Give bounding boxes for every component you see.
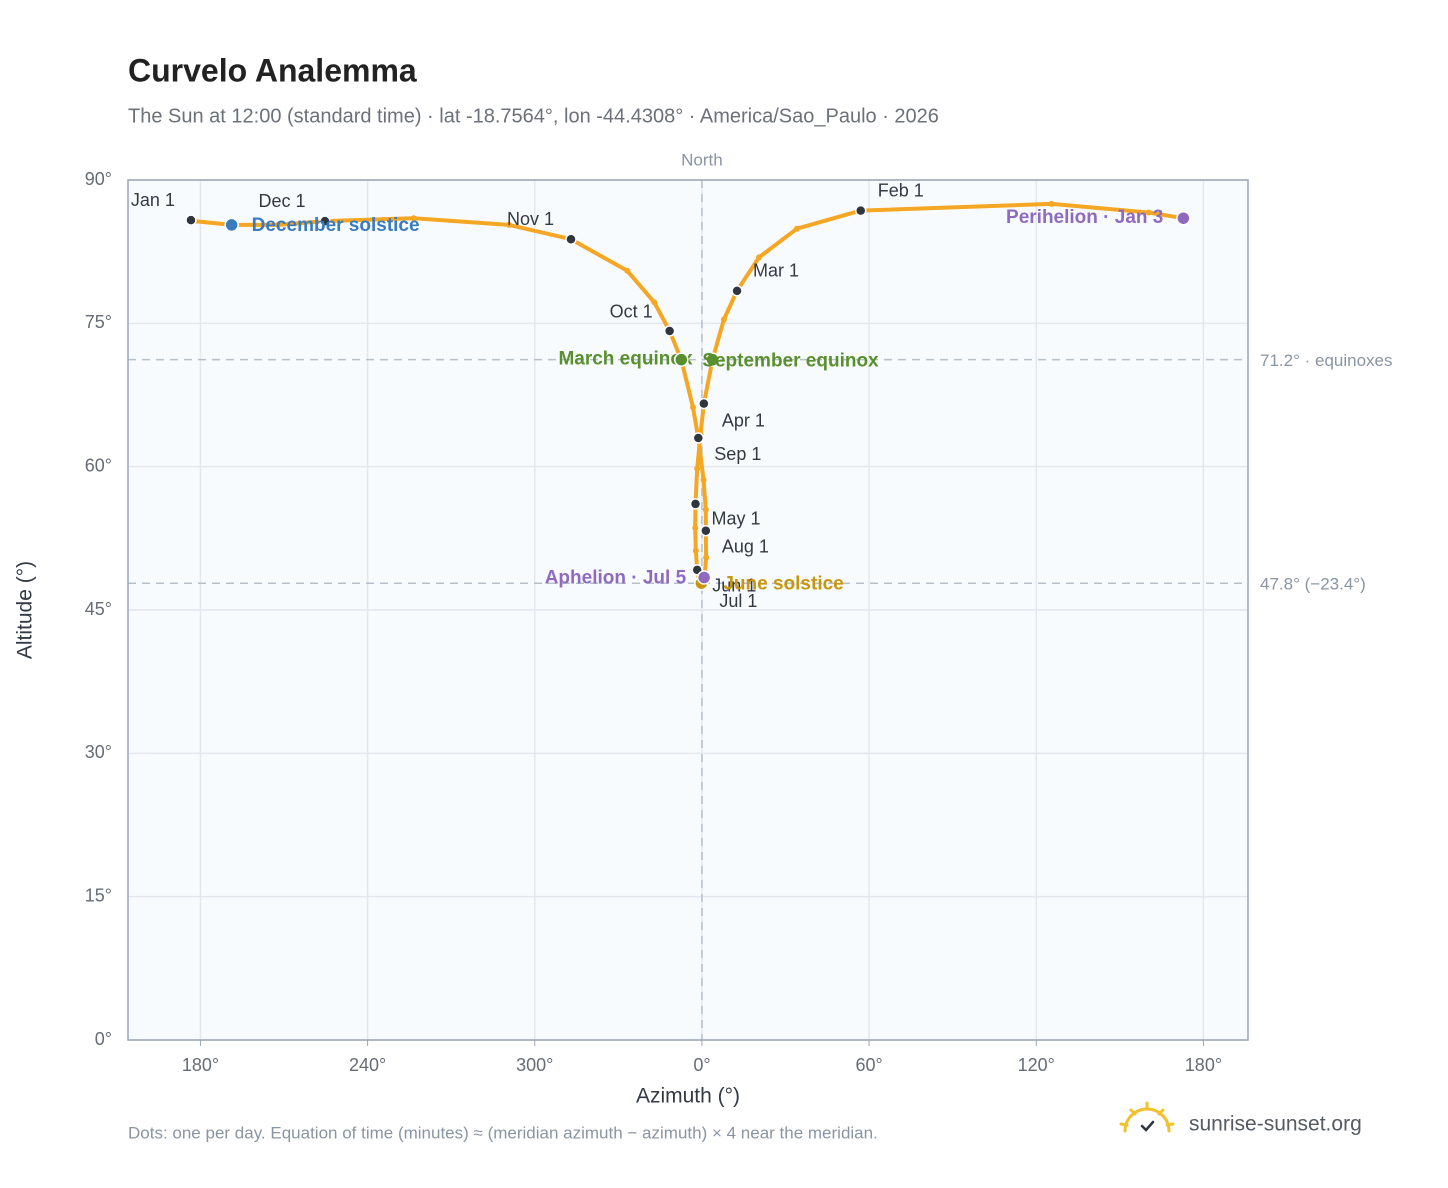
y-axis-title: Altitude (°) <box>14 561 37 659</box>
event-marker <box>696 570 712 585</box>
x-tick-label: 240° <box>349 1055 386 1075</box>
y-tick-label: 75° <box>85 312 112 332</box>
month-label: Mar 1 <box>753 261 799 281</box>
x-tick-label: 120° <box>1018 1055 1055 1075</box>
day-dot <box>1048 200 1055 207</box>
day-dot <box>624 267 631 274</box>
event-label: December solstice <box>252 215 420 236</box>
day-dot <box>756 254 763 261</box>
footnote: Dots: one per day. Equation of time (min… <box>128 1123 878 1142</box>
x-tick-label: 60° <box>855 1055 882 1075</box>
reference-label: 47.8° (−23.4°) <box>1260 575 1366 594</box>
month-label: Sep 1 <box>714 444 761 464</box>
month-marker <box>663 325 676 337</box>
day-dot <box>692 547 699 554</box>
x-tick-label: 180° <box>1185 1055 1222 1075</box>
month-label: Jan 1 <box>131 190 175 210</box>
plot-frame <box>127 179 1249 1041</box>
event-label: March equinox <box>558 349 693 370</box>
event-label: Aphelion · Jul 5 <box>545 568 687 589</box>
day-dot <box>694 465 701 472</box>
reference-label: North <box>681 150 723 169</box>
y-tick-label: 30° <box>85 742 112 762</box>
chart-title: Curvelo Analemma <box>128 52 417 88</box>
event-label: September equinox <box>702 351 879 372</box>
y-tick-label: 15° <box>85 885 112 905</box>
brand: sunrise-sunset.org <box>1189 1113 1362 1136</box>
month-marker <box>700 524 712 537</box>
day-dot <box>720 316 727 323</box>
brand-logo <box>1119 1101 1175 1133</box>
event-marker <box>224 217 239 233</box>
month-label: Apr 1 <box>722 410 765 430</box>
month-marker <box>319 215 331 227</box>
x-axis-title: Azimuth (°) <box>636 1085 740 1108</box>
day-dot <box>793 225 800 232</box>
month-label: Jun 1 <box>712 576 756 596</box>
day-dot <box>703 554 710 561</box>
x-tick-label: 180° <box>182 1055 219 1075</box>
y-tick-label: 0° <box>95 1029 112 1049</box>
month-marker <box>689 498 702 510</box>
day-dot <box>1145 209 1152 216</box>
month-label: Oct 1 <box>610 302 653 322</box>
month-label: May 1 <box>712 509 761 529</box>
day-dot <box>690 404 697 411</box>
x-tick-label: 0° <box>693 1055 710 1075</box>
event-label: June solstice <box>723 573 843 594</box>
month-marker <box>698 397 710 410</box>
day-dot <box>700 477 707 484</box>
day-dot <box>692 524 699 531</box>
day-dot <box>702 506 709 513</box>
event-marker <box>674 352 689 367</box>
month-label: Aug 1 <box>722 536 769 556</box>
event-marker <box>705 352 720 367</box>
month-label: Dec 1 <box>258 191 305 211</box>
reference-label: 71.2° · equinoxes <box>1260 351 1393 370</box>
month-marker <box>565 233 577 245</box>
x-tick-label: 300° <box>516 1055 553 1075</box>
y-tick-label: 90° <box>85 169 112 189</box>
y-tick-label: 45° <box>85 599 112 619</box>
month-marker <box>854 204 867 217</box>
day-dot <box>506 221 513 228</box>
month-marker <box>692 432 705 444</box>
day-dot <box>410 215 417 222</box>
day-dot <box>651 299 658 306</box>
day-dot <box>275 221 282 228</box>
month-label: Jul 1 <box>719 591 757 611</box>
chart-subtitle: The Sun at 12:00 (standard time) · lat -… <box>128 105 939 127</box>
month-label: Feb 1 <box>878 180 924 200</box>
month-marker <box>731 285 743 297</box>
month-marker <box>185 214 197 226</box>
y-tick-label: 60° <box>85 455 112 475</box>
month-label: Nov 1 <box>507 209 554 229</box>
event-label: Perihelion · Jan 3 <box>1006 207 1163 228</box>
event-marker <box>1176 210 1191 226</box>
